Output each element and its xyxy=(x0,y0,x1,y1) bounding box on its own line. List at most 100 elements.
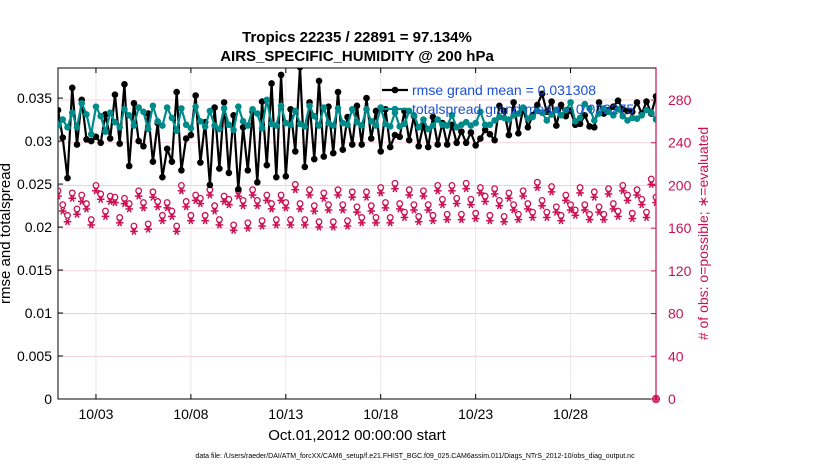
asterisk-stroke xyxy=(368,207,374,215)
series-point-1 xyxy=(258,124,266,132)
y2-axis-label: # of obs: o=possible; ∗=evaluated xyxy=(695,127,711,340)
obs-evaluated-marker xyxy=(547,188,556,196)
obs-possible-marker xyxy=(791,189,797,195)
obs-evaluated-marker xyxy=(149,193,157,201)
asterisk-stroke xyxy=(278,196,284,205)
series-point-1 xyxy=(443,122,451,129)
obs-evaluated-marker xyxy=(738,201,746,208)
obs-evaluated-marker xyxy=(671,213,679,220)
y2-tick-label: 240 xyxy=(668,135,692,151)
asterisk-stroke xyxy=(226,200,232,209)
series-point-1 xyxy=(68,109,76,117)
obs-evaluated-marker xyxy=(652,198,656,207)
series-point-1 xyxy=(752,109,759,116)
obs-possible-marker xyxy=(667,198,673,204)
series-point-1 xyxy=(790,109,797,116)
series-point-1 xyxy=(363,105,370,113)
series-point-0 xyxy=(367,135,375,142)
asterisk-stroke xyxy=(568,206,574,214)
series-point-0 xyxy=(320,153,328,160)
obs-evaluated-marker xyxy=(414,218,423,226)
obs-evaluated-marker xyxy=(519,192,527,200)
obs-possible-marker xyxy=(524,200,532,208)
series-point-1 xyxy=(211,122,218,129)
asterisk-stroke xyxy=(787,213,791,220)
x-tick-label: 10/23 xyxy=(458,406,493,422)
asterisk-stroke xyxy=(787,213,791,220)
obs-possible-marker xyxy=(154,198,162,205)
series-point-0 xyxy=(59,134,67,141)
obs-possible-marker xyxy=(177,182,185,189)
series-point-0 xyxy=(216,165,223,172)
series-point-1 xyxy=(767,115,774,122)
asterisk-stroke xyxy=(121,199,127,208)
obs-possible-marker xyxy=(244,219,252,227)
asterisk-stroke xyxy=(653,201,656,207)
obs-possible-marker xyxy=(258,217,266,225)
obs-possible-marker xyxy=(643,208,650,216)
asterisk-stroke xyxy=(98,195,104,204)
obs-evaluated-marker xyxy=(343,222,352,230)
obs-evaluated-marker xyxy=(101,212,110,221)
asterisk-stroke xyxy=(150,193,156,201)
obs-evaluated-marker xyxy=(244,224,252,232)
asterisk-stroke xyxy=(506,194,512,202)
series-point-0 xyxy=(705,121,712,128)
asterisk-stroke xyxy=(501,218,507,226)
obs-evaluated-marker xyxy=(229,226,238,234)
asterisk-stroke xyxy=(744,213,748,220)
obs-evaluated-marker xyxy=(467,200,475,209)
series-point-1 xyxy=(786,121,793,128)
series-point-1 xyxy=(140,108,147,116)
series-point-1 xyxy=(586,105,593,112)
series-point-1 xyxy=(273,122,280,129)
obs-possible-marker xyxy=(472,209,480,217)
legend-marker-1 xyxy=(391,105,399,113)
series-point-1 xyxy=(401,120,408,128)
series-point-0 xyxy=(130,99,138,107)
asterisk-stroke xyxy=(782,206,786,213)
asterisk-stroke xyxy=(359,219,365,227)
series-point-0 xyxy=(329,149,337,157)
series-point-1 xyxy=(249,105,256,113)
series-point-1 xyxy=(315,122,323,129)
obs-evaluated-marker xyxy=(63,218,72,226)
series-point-0 xyxy=(206,181,214,189)
obs-possible-marker xyxy=(253,196,261,204)
asterisk-stroke xyxy=(340,206,346,214)
series-point-0 xyxy=(795,125,802,132)
obs-evaluated-marker xyxy=(771,216,779,223)
asterisk-stroke xyxy=(131,227,137,236)
y2-tick-label: 200 xyxy=(668,177,692,193)
x-axis-label: Oct.01,2012 00:00:00 start xyxy=(268,427,446,444)
obs-possible-marker xyxy=(758,208,764,214)
obs-evaluated-marker xyxy=(172,227,181,236)
series-point-1 xyxy=(638,111,646,119)
series-point-1 xyxy=(762,113,769,120)
y-tick-label: 0.03 xyxy=(25,133,52,149)
obs-evaluated-marker xyxy=(391,184,399,193)
obs-possible-marker xyxy=(753,202,759,208)
series-point-0 xyxy=(73,141,81,148)
asterisk-stroke xyxy=(458,215,464,224)
asterisk-stroke xyxy=(639,200,645,209)
asterisk-stroke xyxy=(164,204,170,212)
obs-evaluated-marker xyxy=(338,206,347,214)
series-point-0 xyxy=(524,124,532,131)
asterisk-stroke xyxy=(643,213,650,222)
obs-evaluated-marker xyxy=(263,196,271,205)
y-tick-label: 0.015 xyxy=(17,262,52,278)
asterisk-stroke xyxy=(792,194,796,201)
obs-possible-marker xyxy=(329,218,337,226)
series-point-0 xyxy=(187,131,195,139)
series-point-0 xyxy=(182,135,190,142)
series-point-0 xyxy=(220,99,228,106)
asterisk-stroke xyxy=(136,192,142,200)
obs-possible-marker xyxy=(729,208,735,214)
obs-possible-marker xyxy=(130,222,138,230)
obs-evaluated-marker xyxy=(747,193,755,200)
obs-possible-marker xyxy=(306,186,313,194)
asterisk-stroke xyxy=(155,203,161,211)
series-point-0 xyxy=(643,98,650,105)
obs-evaluated-marker xyxy=(462,184,470,193)
